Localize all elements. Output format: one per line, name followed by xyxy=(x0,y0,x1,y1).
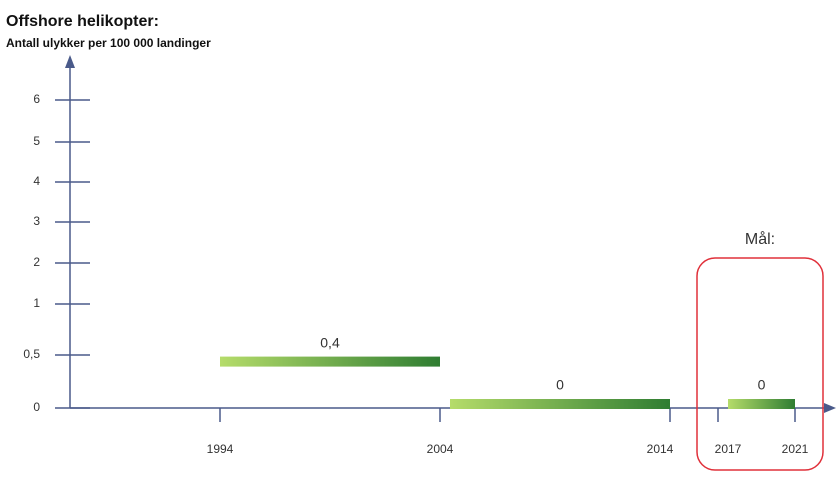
y-tick-label: 6 xyxy=(33,92,40,106)
y-tick-label: 2 xyxy=(33,255,40,269)
y-tick-label: 3 xyxy=(33,214,40,228)
x-tick-label: 2004 xyxy=(427,442,454,456)
annotation: Mål: xyxy=(745,230,775,248)
y-tick-label: 4 xyxy=(33,174,40,188)
target-box xyxy=(696,257,824,471)
value-label: 0 xyxy=(758,377,766,393)
y-tick-label: 0 xyxy=(33,400,40,414)
y-axis-label: Antall ulykker per 100 000 landinger xyxy=(6,36,211,50)
y-tick-label: 0,5 xyxy=(23,347,40,361)
x-tick-label: 1994 xyxy=(207,442,234,456)
bar xyxy=(728,399,795,409)
value-label: 0,4 xyxy=(320,334,340,350)
value-label: 0 xyxy=(556,377,564,393)
y-tick-label: 1 xyxy=(33,296,40,310)
x-tick-label: 2017 xyxy=(715,442,742,456)
x-tick-label: 2014 xyxy=(647,442,674,456)
bar xyxy=(450,399,670,409)
y-tick-label: 5 xyxy=(33,134,40,148)
x-tick-label: 2021 xyxy=(782,442,809,456)
y-arrow xyxy=(65,55,75,68)
bar xyxy=(220,356,440,367)
x-arrow xyxy=(824,403,836,413)
chart-title: Offshore helikopter: xyxy=(6,13,159,30)
